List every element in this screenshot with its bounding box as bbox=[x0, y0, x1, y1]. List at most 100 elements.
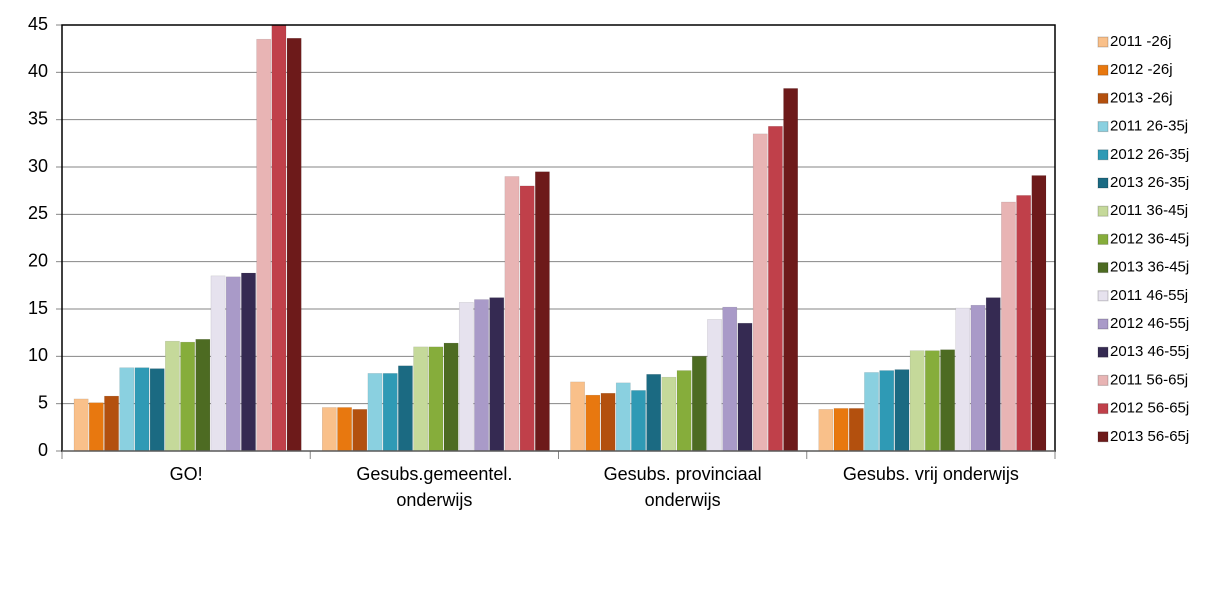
bar bbox=[909, 350, 925, 452]
bar bbox=[367, 373, 383, 452]
legend-label: 2011 -26j bbox=[1110, 33, 1171, 50]
bar bbox=[585, 394, 601, 452]
bar bbox=[443, 342, 459, 452]
legend-swatch bbox=[1097, 205, 1109, 217]
legend-label: 2012 46-55j bbox=[1110, 315, 1189, 332]
bar bbox=[322, 407, 337, 452]
legend-swatch bbox=[1097, 177, 1109, 189]
bar bbox=[985, 297, 1001, 452]
bar bbox=[970, 304, 986, 452]
bar bbox=[134, 367, 150, 452]
bar bbox=[535, 171, 550, 452]
legend-label: 2012 -26j bbox=[1110, 61, 1173, 78]
bar bbox=[1001, 201, 1016, 452]
y-tick-label: 40 bbox=[28, 61, 48, 81]
legend-label: 2011 46-55j bbox=[1110, 287, 1188, 304]
legend-swatch bbox=[1097, 374, 1109, 386]
bar bbox=[119, 367, 135, 452]
bar bbox=[104, 395, 119, 452]
bar bbox=[879, 370, 895, 452]
bar bbox=[286, 38, 302, 452]
legend-label: 2012 36-45j bbox=[1110, 230, 1189, 247]
bar bbox=[955, 307, 971, 452]
y-tick-label: 30 bbox=[28, 156, 48, 176]
bar bbox=[691, 356, 707, 452]
bar bbox=[398, 365, 413, 452]
y-tick-label: 35 bbox=[28, 108, 48, 128]
legend-swatch bbox=[1097, 431, 1109, 443]
legend-swatch bbox=[1097, 290, 1109, 302]
bar bbox=[570, 381, 585, 452]
bar bbox=[504, 176, 520, 452]
bar bbox=[676, 370, 692, 452]
bar bbox=[894, 369, 910, 452]
bar bbox=[73, 398, 89, 452]
x-tick-label: Gesubs.gemeentel. onderwijs bbox=[356, 464, 513, 510]
x-label-box: Gesubs. provinciaal onderwijs bbox=[603, 464, 762, 510]
x-label-box: GO! bbox=[169, 464, 203, 484]
bar bbox=[661, 376, 677, 452]
y-tick-label: 10 bbox=[28, 345, 48, 365]
bar bbox=[337, 407, 352, 452]
bar bbox=[1016, 195, 1032, 452]
bar bbox=[737, 322, 753, 452]
bar bbox=[149, 368, 165, 452]
bar bbox=[646, 374, 662, 452]
bar bbox=[256, 38, 272, 452]
bar bbox=[165, 340, 180, 452]
legend-swatch bbox=[1097, 233, 1109, 245]
legend-swatch bbox=[1097, 149, 1109, 161]
x-tick-label: GO! bbox=[169, 464, 203, 484]
bar bbox=[768, 126, 783, 452]
y-tick-label: 25 bbox=[28, 203, 48, 223]
legend-swatch bbox=[1097, 346, 1109, 358]
bar bbox=[241, 272, 256, 452]
bar bbox=[210, 275, 226, 452]
legend-label: 2013 26-35j bbox=[1110, 174, 1189, 191]
bar bbox=[631, 390, 646, 452]
legend-label: 2012 56-65j bbox=[1110, 400, 1189, 417]
bar bbox=[413, 346, 429, 452]
legend-swatch bbox=[1097, 64, 1109, 76]
legend-swatch bbox=[1097, 92, 1109, 104]
bar bbox=[833, 408, 849, 452]
y-tick-label: 0 bbox=[38, 440, 48, 460]
bar bbox=[489, 297, 505, 452]
bar bbox=[225, 276, 241, 452]
legend-label: 2011 56-65j bbox=[1110, 371, 1188, 388]
legend-label: 2013 36-45j bbox=[1110, 259, 1189, 276]
bar bbox=[818, 409, 834, 452]
legend-label: 2013 46-55j bbox=[1110, 343, 1189, 360]
bar bbox=[474, 299, 489, 452]
bar bbox=[752, 133, 768, 452]
bar bbox=[940, 349, 955, 452]
bar bbox=[925, 350, 940, 452]
legend-label: 2013 -26j bbox=[1110, 89, 1173, 106]
bar bbox=[352, 409, 368, 452]
legend-label: 2012 26-35j bbox=[1110, 146, 1189, 163]
bar bbox=[428, 346, 444, 452]
x-tick-label: Gesubs. provinciaal onderwijs bbox=[603, 464, 762, 510]
x-tick-label: Gesubs. vrij onderwijs bbox=[842, 464, 1019, 484]
legend-swatch bbox=[1097, 318, 1109, 330]
y-tick-label: 15 bbox=[28, 298, 48, 318]
legend-swatch bbox=[1097, 403, 1109, 415]
x-label-box: Gesubs. vrij onderwijs bbox=[842, 464, 1019, 484]
bar bbox=[1031, 175, 1047, 452]
x-label-box: Gesubs.gemeentel. onderwijs bbox=[356, 464, 513, 510]
bar bbox=[180, 341, 195, 452]
legend-label: 2013 56-65j bbox=[1110, 428, 1189, 445]
bar bbox=[195, 339, 211, 452]
bar bbox=[783, 88, 798, 452]
bar bbox=[382, 373, 398, 452]
legend-swatch bbox=[1097, 262, 1109, 274]
bar bbox=[848, 408, 864, 452]
legend-swatch bbox=[1097, 36, 1109, 48]
legend-label: 2011 26-35j bbox=[1110, 118, 1188, 135]
bar bbox=[88, 402, 104, 452]
bar bbox=[458, 302, 474, 452]
y-tick-label: 20 bbox=[28, 250, 48, 270]
legend-label: 2011 36-45j bbox=[1110, 202, 1188, 219]
